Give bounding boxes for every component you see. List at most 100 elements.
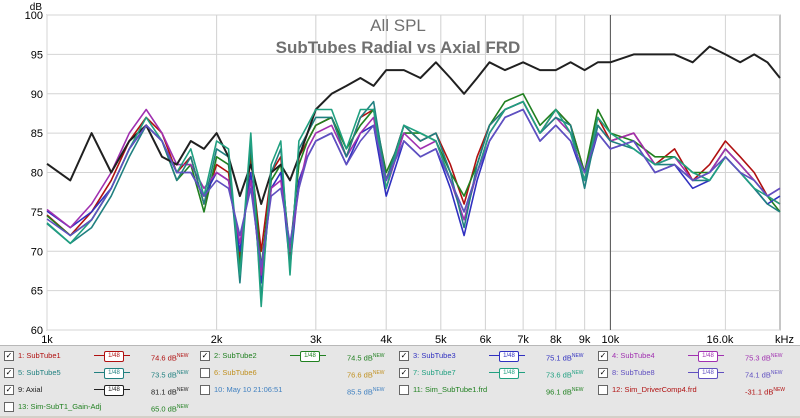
legend-new-tag: NEW: [571, 387, 584, 393]
smoothing-button[interactable]: 1/48: [499, 368, 519, 379]
legend-checkbox[interactable]: ✓: [598, 368, 608, 378]
x-tick-label: 2k: [211, 334, 223, 345]
y-tick-label: 80: [31, 168, 43, 180]
legend-item[interactable]: ✓ 9: Axial 1/48 81.1 dBNEW: [4, 382, 199, 398]
legend-new-tag: NEW: [770, 353, 783, 359]
y-tick-label: 75: [31, 207, 43, 219]
legend-label: 8: SubTube8: [612, 368, 655, 377]
legend-checkbox[interactable]: [399, 385, 409, 395]
smoothing-button[interactable]: 1/48: [698, 351, 718, 362]
x-tick-label: 7k: [517, 334, 529, 345]
legend-checkbox[interactable]: [200, 385, 210, 395]
legend-checkbox[interactable]: ✓: [4, 351, 14, 361]
y-tick-label: 65: [31, 286, 43, 298]
y-tick-label: 100: [25, 10, 43, 22]
legend-value: 74.1 dBNEW: [745, 365, 783, 384]
legend-value-text: 65.0 dB: [151, 404, 177, 414]
smoothing-button[interactable]: 1/48: [104, 368, 124, 379]
legend-value-text: 76.6 dB: [347, 370, 373, 380]
legend-item[interactable]: ✓ 3: SubTube3 1/48 75.1 dBNEW: [399, 348, 594, 364]
legend-new-tag: NEW: [176, 353, 189, 359]
chart-area[interactable]: 1k 2k 3k 4k 5k 6k 7k 8k 9k 10k 16.0k kHz 60 65 70 75 80 8…: [0, 0, 800, 345]
legend-checkbox[interactable]: ✓: [399, 368, 409, 378]
smoothing-button[interactable]: 1/48: [300, 351, 320, 362]
legend-checkbox[interactable]: ✓: [4, 368, 14, 378]
x-tick-label: 10k: [602, 334, 620, 345]
chart-subtitle: SubTubes Radial vs Axial FRD: [276, 38, 521, 57]
legend-item[interactable]: ✓ 5: SubTube5 1/48 73.5 dBNEW: [4, 365, 199, 381]
legend-value-text: 81.1 dB: [151, 387, 177, 397]
legend-new-tag: NEW: [176, 370, 189, 376]
legend-item[interactable]: ✓ 2: SubTube2 1/48 74.5 dBNEW: [200, 348, 395, 364]
legend-new-tag: NEW: [571, 353, 584, 359]
legend-label: 2: SubTube2: [214, 351, 257, 360]
legend-new-tag: NEW: [372, 370, 385, 376]
legend-new-tag: NEW: [176, 387, 189, 393]
x-tick-label: 1k: [41, 334, 53, 345]
legend-new-tag: NEW: [176, 404, 189, 410]
series-line-subtube7: [46, 100, 781, 308]
legend-checkbox[interactable]: ✓: [200, 351, 210, 361]
legend-label: 9: Axial: [18, 385, 43, 394]
x-tick-label: 3k: [310, 334, 322, 345]
legend-label: 10: May 10 21:06:51: [214, 385, 283, 394]
y-tick-label: 95: [31, 49, 43, 61]
chart-title: All SPL: [370, 16, 426, 35]
legend-item[interactable]: ✓ 7: SubTube7 1/48 73.6 dBNEW: [399, 365, 594, 381]
legend-checkbox[interactable]: ✓: [399, 351, 409, 361]
legend-new-tag: NEW: [770, 370, 783, 376]
legend-value: 96.1 dBNEW: [546, 382, 584, 401]
spl-graph[interactable]: 1k 2k 3k 4k 5k 6k 7k 8k 9k 10k 16.0k kHz 60 65 70 75 80 8…: [0, 0, 800, 345]
legend-item[interactable]: ✓ 4: SubTube4 1/48 75.3 dBNEW: [598, 348, 793, 364]
legend-item[interactable]: ✓ 1: SubTube1 1/48 74.6 dBNEW: [4, 348, 199, 364]
legend-value-text: 96.1 dB: [546, 387, 572, 397]
x-tick-label: 16.0k: [706, 334, 733, 345]
legend-checkbox[interactable]: [4, 402, 14, 412]
legend-label: 11: Sim_SubTube1.frd: [413, 385, 488, 394]
legend-checkbox[interactable]: ✓: [598, 351, 608, 361]
legend-new-tag: NEW: [372, 387, 385, 393]
legend-value: 73.5 dBNEW: [151, 365, 189, 384]
legend-value: 85.5 dBNEW: [347, 382, 385, 401]
x-tick-label: 5k: [435, 334, 447, 345]
legend-value: 65.0 dBNEW: [151, 399, 189, 418]
legend-value-text: 74.6 dB: [151, 353, 177, 363]
legend-value-text: 73.5 dB: [151, 370, 177, 380]
legend-new-tag: NEW: [372, 353, 385, 359]
legend-checkbox[interactable]: ✓: [4, 385, 14, 395]
legend-item[interactable]: 13: Sim-SubT1_Gain-Adj 65.0 dBNEW: [4, 399, 199, 415]
legend-item[interactable]: ✓ 8: SubTube8 1/48 74.1 dBNEW: [598, 365, 793, 381]
legend-label: 5: SubTube5: [18, 368, 61, 377]
legend-label: 6: SubTube6: [214, 368, 257, 377]
y-unit-label: dB: [30, 2, 43, 13]
legend-new-tag: NEW: [571, 370, 584, 376]
legend-label: 3: SubTube3: [413, 351, 456, 360]
legend-label: 1: SubTube1: [18, 351, 61, 360]
x-tick-label: 4k: [380, 334, 392, 345]
legend-item[interactable]: 10: May 10 21:06:51 85.5 dBNEW: [200, 382, 395, 398]
legend-item[interactable]: 6: SubTube6 76.6 dBNEW: [200, 365, 395, 381]
legend-item[interactable]: 12: Sim_DriverComp4.frd -31.1 dBNEW: [598, 382, 793, 398]
smoothing-button[interactable]: 1/48: [698, 368, 718, 379]
y-tick-label: 70: [31, 246, 43, 258]
legend-label: 13: Sim-SubT1_Gain-Adj: [18, 402, 102, 411]
series-line-axial: [46, 45, 781, 205]
legend-checkbox[interactable]: [598, 385, 608, 395]
legend-value-text: -31.1 dB: [745, 387, 774, 397]
legend-checkbox[interactable]: [200, 368, 210, 378]
y-tick-label: 60: [31, 325, 43, 337]
legend-value-text: 74.1 dB: [745, 370, 771, 380]
smoothing-button[interactable]: 1/48: [104, 351, 124, 362]
legend-value: 81.1 dBNEW: [151, 382, 189, 401]
smoothing-button[interactable]: 1/48: [104, 385, 124, 396]
legend-panel: ✓ 1: SubTube1 1/48 74.6 dBNEW ✓ 2: SubTube2 1/…: [0, 345, 800, 416]
smoothing-button[interactable]: 1/48: [499, 351, 519, 362]
x-tick-label: 8k: [550, 334, 562, 345]
legend-value: 73.6 dBNEW: [546, 365, 584, 384]
legend-value: -31.1 dBNEW: [745, 382, 785, 401]
legend-value: 76.6 dBNEW: [347, 365, 385, 384]
legend-value-text: 75.3 dB: [745, 353, 771, 363]
series-line-subtube8: [46, 108, 781, 268]
y-tick-label: 85: [31, 128, 43, 140]
legend-item[interactable]: 11: Sim_SubTube1.frd 96.1 dBNEW: [399, 382, 594, 398]
